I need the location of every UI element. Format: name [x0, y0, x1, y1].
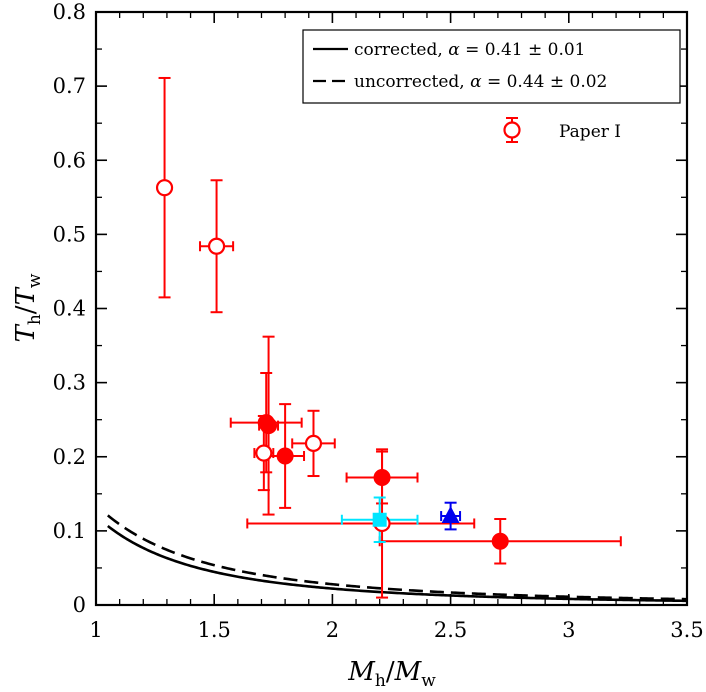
y-tick-label: 0.4 [53, 297, 86, 321]
y-tick-label: 0 [73, 593, 86, 617]
y-title-sub2: w [25, 273, 45, 288]
uncorrected-fit-curve [107, 514, 687, 601]
y-tick-label: 0.2 [53, 445, 86, 469]
y-tick-label: 0.8 [53, 0, 86, 24]
open-circle-point [304, 434, 323, 453]
y-tick-label: 0.6 [53, 148, 86, 172]
filled-square-point [372, 512, 387, 527]
open-circle-point [207, 237, 226, 255]
open-circle-point [155, 179, 174, 197]
filled-circle-point [373, 469, 391, 487]
legend-box [302, 29, 681, 104]
y-title-main: T [11, 323, 41, 342]
y-tick-label: 0.5 [53, 222, 86, 246]
x-title-sep: / [386, 657, 395, 687]
y-tick-label: 0.1 [53, 519, 86, 543]
corrected-fit-curve [107, 524, 687, 603]
filled-circle-point [276, 447, 294, 465]
x-tick-label: 1.5 [197, 618, 230, 642]
x-title-main: M [347, 657, 376, 687]
y-title-sep: / [11, 305, 41, 314]
x-title-sub2: w [421, 671, 436, 691]
x-tick-label: 2 [326, 618, 339, 642]
x-title-sub: h [375, 671, 386, 691]
open-circle-point [255, 444, 273, 462]
legend-entry-corrected: corrected, α = 0.41 ± 0.01 [354, 40, 585, 60]
legend-paper-label: Paper I [559, 122, 621, 142]
filled-circle-point [491, 532, 509, 550]
y-title-main2: T [11, 286, 41, 305]
x-tick-label: 1 [89, 618, 102, 642]
legend-paper-marker [503, 121, 521, 139]
x-tick-label: 2.5 [434, 618, 467, 642]
legend-entry-uncorrected: uncorrected, α = 0.44 ± 0.02 [354, 72, 607, 92]
x-title-main2: M [394, 657, 423, 687]
y-axis-title: Th/Tw [11, 273, 45, 342]
legend: corrected, α = 0.41 ± 0.01 uncorrected, … [302, 29, 681, 104]
filled-circle-point [260, 417, 278, 435]
filled-triangle-point [441, 506, 460, 524]
x-tick-label: 3 [562, 618, 575, 642]
y-tick-label: 0.3 [53, 371, 86, 395]
x-axis-title: Mh/Mw [347, 657, 436, 691]
y-tick-label: 0.7 [53, 74, 86, 98]
legend-paper-i: Paper I [503, 117, 621, 143]
x-tick-label: 3.5 [670, 618, 703, 642]
y-title-sub: h [25, 314, 45, 325]
